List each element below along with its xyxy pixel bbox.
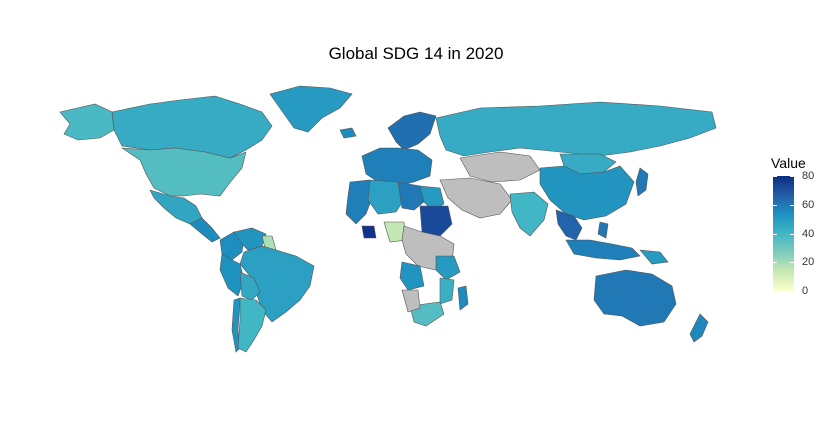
region-new-zealand — [689, 313, 709, 343]
region-central-america — [189, 217, 221, 243]
region-iceland — [339, 127, 357, 139]
region-ivory-coast — [361, 225, 377, 239]
region-australia — [593, 269, 677, 327]
legend-tick-mark — [790, 262, 794, 264]
region-argentina — [237, 297, 267, 353]
region-scandinavia — [387, 111, 437, 151]
regions-layer — [59, 85, 717, 353]
legend-tick-label: 20 — [802, 256, 815, 269]
legend-tick-label: 0 — [802, 285, 809, 297]
legend-tick-label: 40 — [802, 227, 815, 240]
legend-tick-label: 80 — [802, 170, 815, 182]
legend-tick-mark — [773, 233, 777, 235]
legend-tick-mark — [790, 233, 794, 235]
legend-tick-mark — [773, 262, 777, 264]
legend-tick-mark — [773, 204, 777, 206]
region-libya — [397, 181, 427, 211]
region-tanzania — [435, 255, 461, 281]
legend-tick-mark — [773, 291, 777, 292]
map-title: Global SDG 14 in 2020 — [328, 44, 504, 63]
region-russia — [435, 101, 717, 157]
region-middle-east — [439, 177, 513, 219]
region-peru — [219, 253, 245, 297]
legend-tick-mark — [790, 204, 794, 206]
region-western-europe — [361, 147, 433, 187]
region-india — [509, 191, 549, 237]
region-indonesia — [565, 239, 641, 261]
region-canada — [111, 95, 273, 159]
region-united-states — [120, 147, 247, 197]
region-japan — [635, 167, 649, 197]
legend-tick-mark — [790, 291, 794, 292]
region-madagascar — [457, 285, 469, 311]
region-papua-new-guinea — [639, 249, 669, 265]
region-sudan — [419, 205, 453, 237]
region-angola — [399, 261, 425, 291]
legend-tick-mark — [773, 176, 777, 177]
legend-title: Value — [771, 155, 806, 171]
region-kazakhstan — [459, 151, 541, 183]
region-greenland — [269, 85, 353, 133]
region-morocco-west-africa — [345, 179, 373, 225]
region-namibia — [401, 289, 421, 313]
legend-color-bar — [773, 176, 794, 291]
region-china — [539, 165, 635, 221]
legend-tick-mark — [790, 176, 794, 177]
legend-tick-label: 60 — [802, 198, 815, 211]
region-mozambique — [439, 277, 455, 305]
region-philippines — [597, 221, 609, 239]
region-alaska — [59, 103, 115, 141]
region-bolivia — [239, 271, 261, 301]
